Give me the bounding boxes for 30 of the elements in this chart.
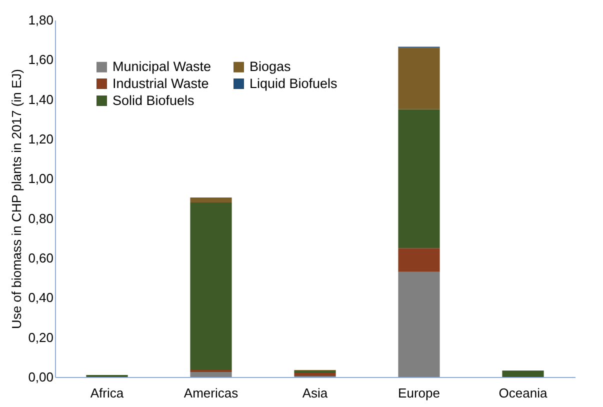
legend-label: Liquid Biofuels	[250, 76, 338, 91]
legend-label: Solid Biofuels	[112, 92, 195, 108]
x-tick-label: Africa	[90, 386, 124, 400]
bar	[502, 371, 544, 377]
legend-label: Municipal Waste	[112, 59, 212, 74]
x-tick-label: Americas	[184, 386, 239, 400]
legend-label: Biogas	[250, 59, 292, 74]
bar	[294, 373, 336, 376]
y-axis-title: Use of biomass in CHP plants in 2017 (in EJ)	[9, 69, 24, 329]
y-tick-label: 1,80	[28, 12, 54, 28]
y-tick-label: 0,20	[28, 330, 54, 345]
y-tick-label: 0,40	[28, 290, 54, 306]
y-tick-label: 0,60	[28, 250, 54, 266]
x-tick-label: Asia	[302, 386, 328, 400]
bar	[190, 198, 232, 202]
y-tick-label: 1,40	[28, 92, 54, 107]
bar	[190, 372, 232, 377]
bar	[398, 48, 440, 110]
y-tick-label: 1,00	[28, 171, 54, 186]
bar	[398, 109, 440, 248]
legend-label: Industrial Waste	[112, 76, 209, 91]
y-tick-label: 1,20	[28, 132, 54, 146]
bar	[398, 248, 440, 272]
bar	[398, 272, 440, 377]
bar	[190, 202, 232, 370]
y-tick-label: 0,00	[28, 370, 54, 384]
x-tick-label: Oceania	[498, 386, 548, 400]
x-tick-label: Europe	[398, 386, 440, 400]
y-tick-label: 1,60	[28, 52, 54, 68]
y-tick-label: 0,80	[28, 210, 54, 226]
